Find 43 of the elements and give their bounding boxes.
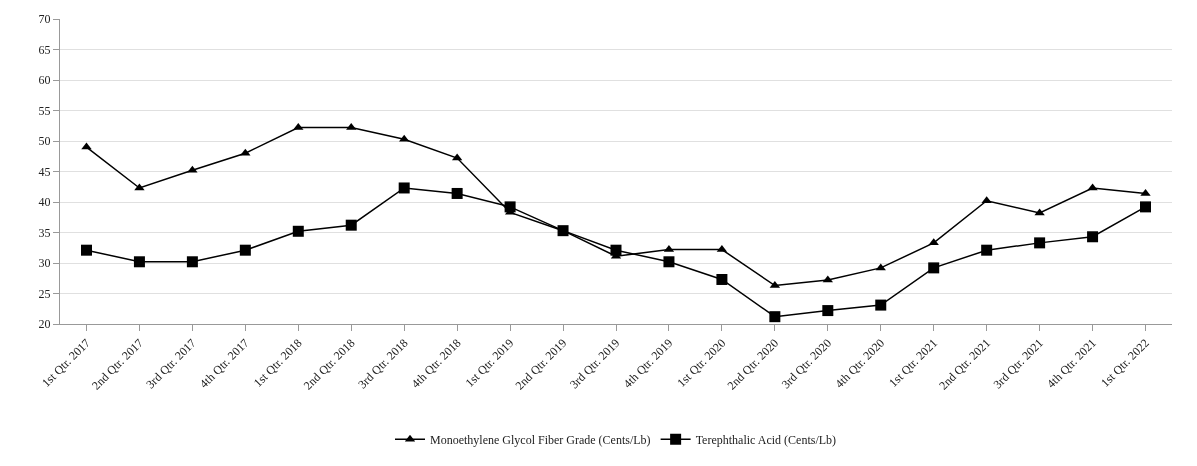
point xyxy=(239,244,251,256)
point xyxy=(875,263,886,271)
point xyxy=(1140,188,1151,196)
point xyxy=(133,256,145,268)
point xyxy=(1087,183,1098,191)
point xyxy=(398,182,410,194)
y-tick-label: 70 xyxy=(38,12,51,27)
point xyxy=(1034,208,1045,216)
point xyxy=(345,219,357,231)
y-tick-label: 50 xyxy=(38,134,51,149)
y-tick-label: 35 xyxy=(38,225,51,240)
point xyxy=(822,305,834,317)
point xyxy=(1140,201,1152,213)
y-tick-label: 60 xyxy=(38,73,51,88)
y-tick-label: 55 xyxy=(38,103,51,118)
point xyxy=(187,165,198,173)
y-tick-label: 40 xyxy=(38,195,51,210)
point xyxy=(981,196,992,204)
point xyxy=(80,244,92,256)
y-tick-label: 65 xyxy=(38,42,51,57)
legend-label: Monoethylene Glycol Fiber Grade (Cents/Lb) xyxy=(430,432,651,447)
point xyxy=(769,311,781,323)
point xyxy=(716,273,728,285)
y-tick-label: 20 xyxy=(38,317,51,332)
point xyxy=(663,256,675,268)
point xyxy=(134,183,145,191)
legend-label: Terephthalic Acid (Cents/Lb) xyxy=(695,432,837,447)
x-tick-label: 4th Qtr. 2021 xyxy=(1044,335,1099,391)
point xyxy=(928,262,940,274)
point xyxy=(186,256,198,268)
point xyxy=(610,244,622,256)
point xyxy=(1087,231,1099,243)
y-tick-label: 45 xyxy=(38,164,51,179)
y-tick-label: 25 xyxy=(38,286,51,301)
point xyxy=(875,299,887,311)
point xyxy=(1034,237,1046,249)
point xyxy=(557,225,569,237)
point xyxy=(292,225,304,237)
point xyxy=(504,201,516,213)
point xyxy=(928,238,939,246)
y-tick-label: 30 xyxy=(38,256,51,271)
point xyxy=(981,244,993,256)
point xyxy=(451,187,463,199)
